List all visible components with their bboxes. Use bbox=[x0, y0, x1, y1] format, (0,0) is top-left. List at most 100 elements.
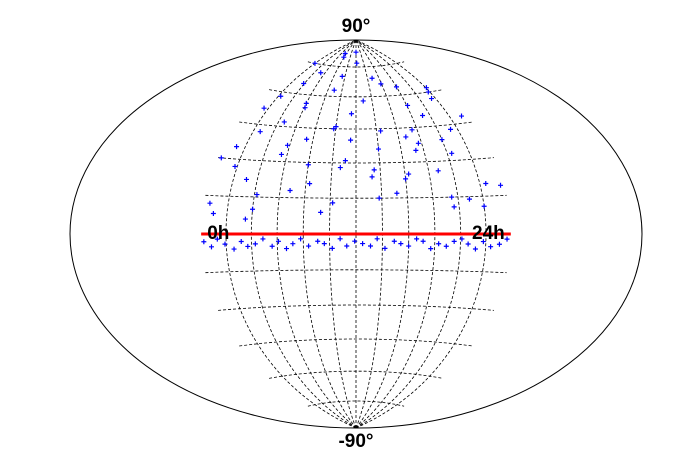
point bbox=[368, 243, 374, 249]
point bbox=[448, 126, 454, 132]
point bbox=[409, 127, 415, 133]
point bbox=[403, 176, 409, 182]
point bbox=[207, 200, 213, 206]
point bbox=[466, 196, 472, 202]
point bbox=[238, 238, 244, 244]
point bbox=[210, 211, 216, 217]
point bbox=[278, 151, 284, 157]
parallel-grid-line bbox=[239, 338, 473, 347]
point bbox=[254, 192, 260, 198]
point bbox=[425, 89, 431, 95]
point bbox=[391, 238, 397, 244]
point bbox=[218, 155, 224, 161]
point bbox=[234, 144, 240, 150]
point bbox=[275, 238, 281, 244]
point bbox=[290, 241, 296, 247]
point bbox=[415, 140, 421, 146]
point bbox=[341, 54, 347, 60]
point bbox=[496, 241, 502, 247]
point bbox=[405, 102, 411, 108]
point bbox=[304, 136, 310, 142]
point bbox=[301, 80, 307, 86]
point bbox=[245, 243, 251, 249]
point bbox=[231, 246, 237, 252]
point bbox=[480, 239, 486, 245]
point bbox=[281, 119, 287, 125]
parallel-grid-line bbox=[307, 61, 405, 68]
point bbox=[360, 241, 366, 247]
parallel-grid-line bbox=[218, 157, 494, 164]
point bbox=[261, 105, 267, 111]
x-tick-label: 0h bbox=[207, 223, 229, 244]
point bbox=[439, 137, 445, 143]
point bbox=[481, 203, 487, 209]
point bbox=[413, 147, 419, 153]
point bbox=[329, 245, 335, 251]
point bbox=[436, 241, 442, 247]
point bbox=[342, 51, 348, 57]
point bbox=[449, 194, 455, 200]
point bbox=[306, 243, 312, 249]
point bbox=[305, 162, 311, 168]
point bbox=[331, 87, 337, 93]
point bbox=[278, 93, 284, 99]
point bbox=[360, 98, 366, 104]
parallel-grid-line bbox=[269, 89, 443, 98]
point bbox=[269, 243, 275, 249]
point bbox=[459, 236, 465, 242]
point bbox=[287, 187, 293, 193]
point bbox=[504, 236, 510, 242]
point bbox=[374, 236, 380, 242]
point bbox=[498, 182, 504, 188]
y-tick-label: -90° bbox=[338, 431, 373, 452]
point bbox=[303, 100, 309, 106]
point bbox=[302, 105, 308, 111]
point bbox=[318, 209, 324, 215]
y-tick-label: 90° bbox=[342, 16, 371, 37]
point bbox=[443, 243, 449, 249]
point bbox=[339, 73, 345, 79]
point bbox=[371, 167, 377, 173]
point bbox=[315, 238, 321, 244]
parallel-grid-line bbox=[218, 304, 494, 311]
point bbox=[337, 236, 343, 242]
point bbox=[298, 236, 304, 242]
point bbox=[348, 111, 354, 117]
point bbox=[214, 236, 220, 242]
point bbox=[414, 236, 420, 242]
x-tick-label: 24h bbox=[472, 223, 505, 244]
point bbox=[348, 137, 354, 143]
point bbox=[243, 176, 249, 182]
parallel-grid-line bbox=[205, 269, 507, 274]
point bbox=[330, 200, 336, 206]
point bbox=[342, 158, 348, 164]
point bbox=[472, 246, 478, 252]
point bbox=[222, 241, 228, 247]
point bbox=[393, 84, 399, 90]
point bbox=[406, 171, 412, 177]
point bbox=[318, 70, 324, 76]
point bbox=[257, 129, 263, 135]
point bbox=[488, 244, 494, 250]
point bbox=[451, 238, 457, 244]
point bbox=[449, 150, 455, 156]
point bbox=[382, 245, 388, 251]
point bbox=[420, 112, 426, 118]
point bbox=[321, 241, 327, 247]
point bbox=[483, 181, 489, 187]
parallel-grid-line bbox=[269, 370, 443, 379]
point bbox=[465, 241, 471, 247]
point bbox=[353, 49, 359, 55]
point bbox=[428, 246, 434, 252]
point bbox=[369, 174, 375, 180]
point bbox=[250, 206, 256, 212]
point bbox=[307, 181, 313, 187]
point bbox=[394, 190, 400, 196]
point bbox=[283, 246, 289, 252]
point bbox=[375, 146, 381, 152]
point bbox=[378, 128, 384, 134]
parallel-grid-line bbox=[205, 194, 507, 199]
point bbox=[344, 243, 350, 249]
point bbox=[376, 195, 382, 201]
point bbox=[403, 134, 409, 140]
